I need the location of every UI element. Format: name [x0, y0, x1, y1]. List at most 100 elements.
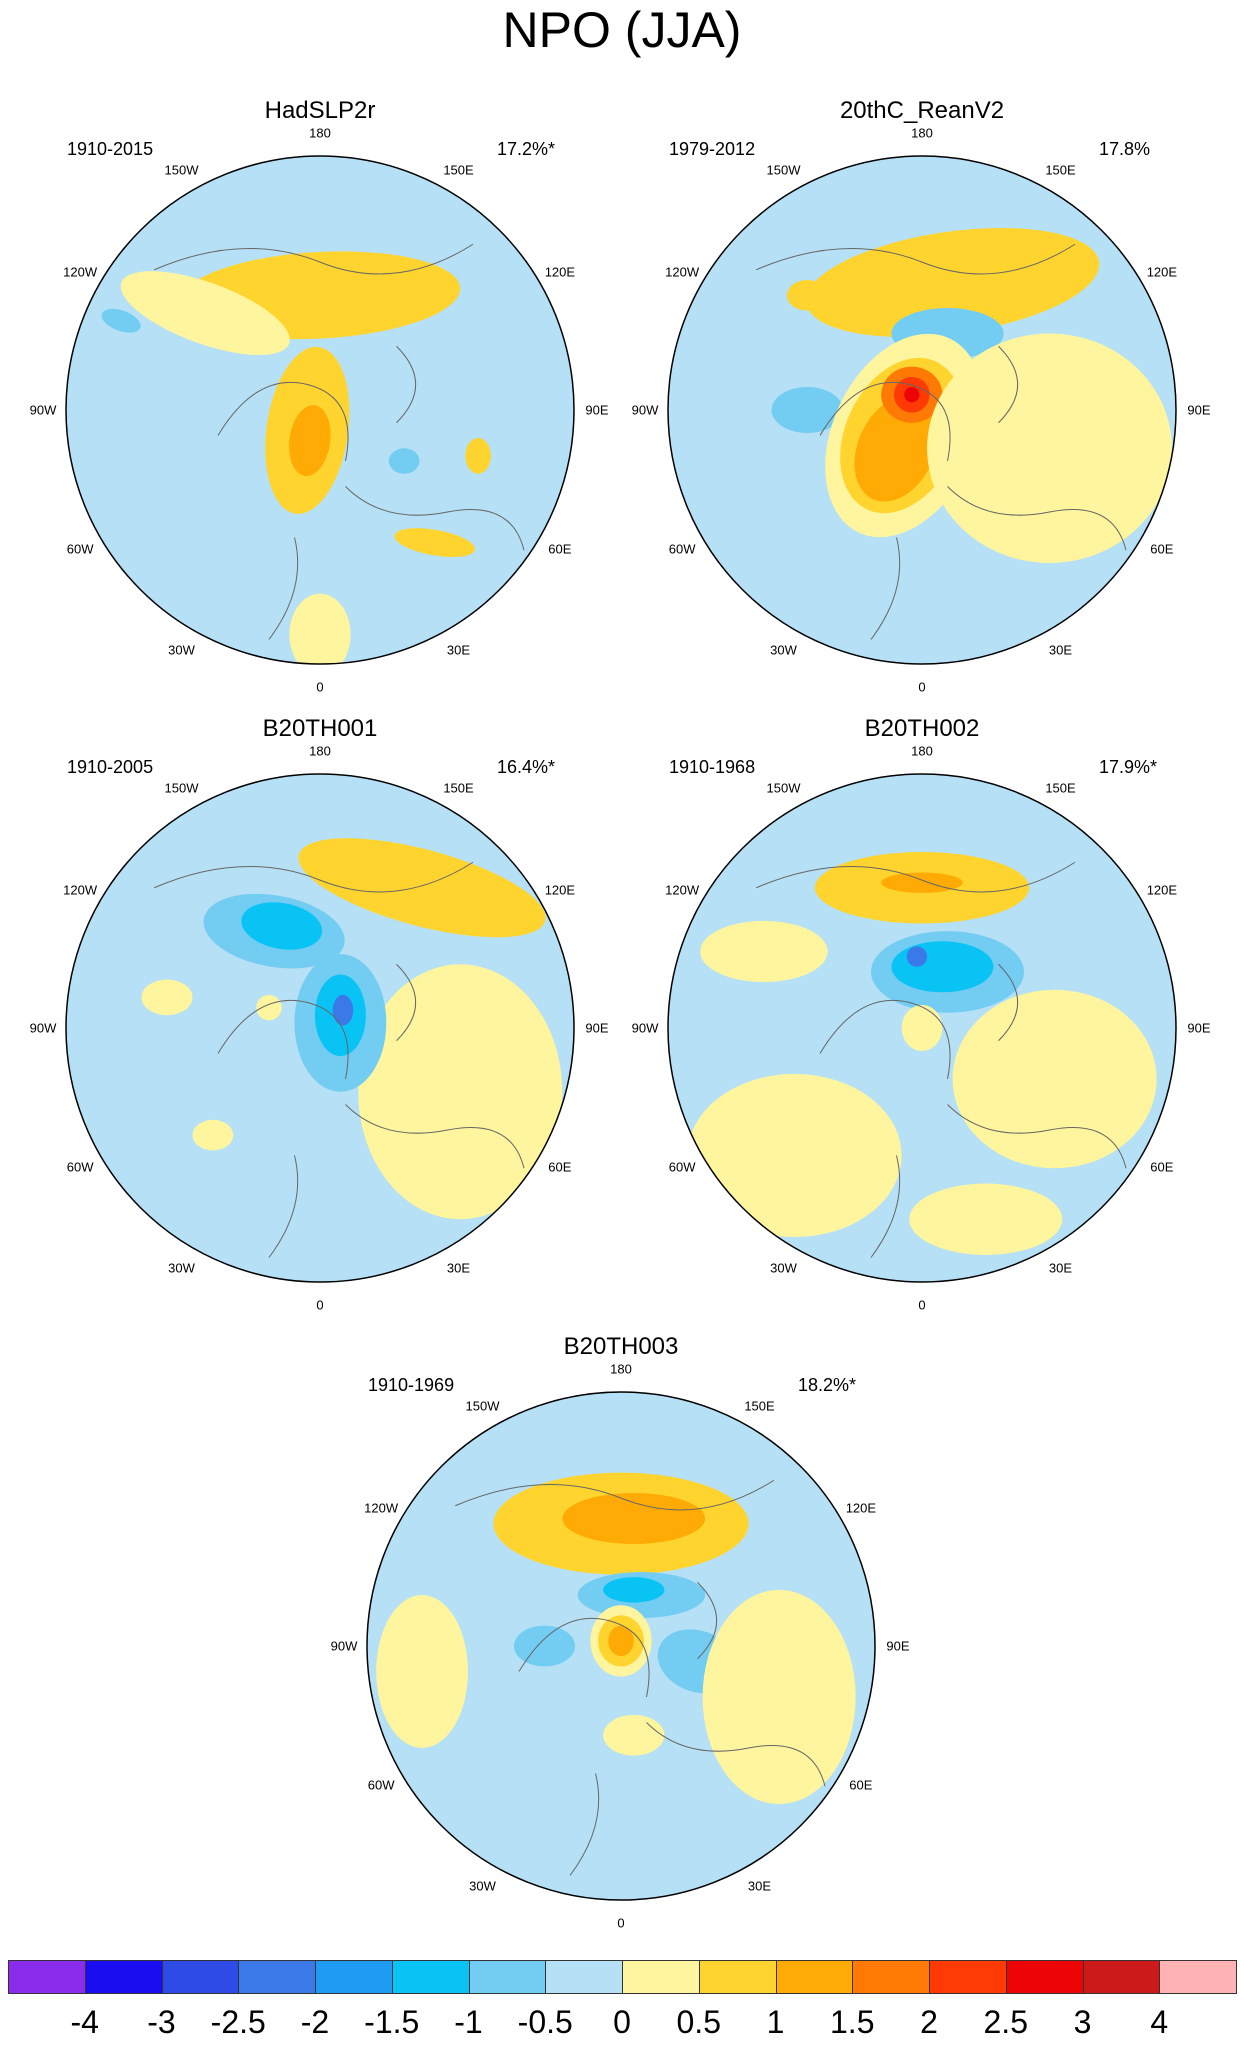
longitude-label: 30E — [747, 1878, 772, 1894]
colorbar-cell — [622, 1960, 700, 1994]
anomaly-contour — [805, 227, 1100, 338]
coastline — [268, 537, 299, 640]
colorbar-cell — [84, 1960, 163, 1994]
anomaly-contour — [241, 902, 323, 950]
longitude-label: 120W — [63, 264, 98, 279]
panel-title: 20thC_ReanV2 — [839, 97, 1005, 124]
coastline — [268, 1155, 299, 1258]
anomaly-contour — [513, 1625, 576, 1667]
longitude-label: 30W — [168, 642, 195, 658]
longitude-label: 60E — [1150, 541, 1174, 556]
anomaly-contour — [388, 448, 420, 474]
longitude-label: 150W — [164, 162, 199, 178]
anomaly-contour — [906, 946, 928, 967]
colorbar-cell — [8, 1960, 86, 1994]
coastline — [518, 1617, 650, 1698]
coastline — [396, 345, 417, 424]
anomaly-contour — [881, 872, 963, 893]
colorbar-cell — [161, 1960, 240, 1994]
anomaly-contour — [141, 979, 193, 1016]
anomaly-contour — [288, 405, 331, 477]
longitude-label: 120W — [63, 882, 98, 897]
colorbar-tick-label: -1 — [454, 2004, 483, 2040]
panel-period: 1910-1968 — [669, 757, 756, 777]
longitude-label: 90E — [1187, 1020, 1211, 1036]
anomaly-contour — [256, 994, 282, 1021]
coastline — [947, 486, 1127, 551]
longitude-label: 180 — [610, 1361, 632, 1377]
coastline — [345, 1104, 525, 1169]
anomaly-contour — [608, 1625, 634, 1657]
coastline — [569, 1773, 600, 1876]
longitude-label: 120E — [1146, 882, 1178, 897]
colorbar-tick-label: -4 — [70, 2004, 99, 2040]
colorbar-tick-label: 1 — [766, 2004, 785, 2040]
longitude-label: 150E — [443, 162, 474, 178]
coastline — [154, 861, 474, 893]
panel-variance: 17.8% — [1099, 139, 1151, 159]
panel-variance: 17.2%* — [497, 139, 556, 159]
colorbar-tick-label: 4 — [1150, 2004, 1169, 2040]
longitude-label: 0 — [918, 1297, 926, 1313]
anomaly-contour — [702, 1589, 856, 1805]
coastline — [345, 486, 525, 551]
longitude-label: 30W — [770, 642, 797, 658]
longitude-label: 180 — [309, 743, 331, 759]
colorbar-tick-label: -2.5 — [210, 2004, 266, 2040]
anomaly-contour — [603, 1577, 665, 1603]
anomaly-contour — [298, 838, 546, 938]
figure-title: NPO (JJA) — [502, 2, 742, 58]
colorbar-cell — [545, 1960, 623, 1994]
panel-variance: 18.2%* — [798, 1375, 857, 1395]
coastline — [998, 963, 1019, 1042]
longitude-label: 90E — [585, 402, 609, 418]
polar-map — [366, 1391, 876, 1901]
coastline — [697, 1581, 718, 1660]
anomaly-contour — [952, 989, 1157, 1169]
colorbar-cell — [468, 1960, 547, 1994]
longitude-label: 0 — [918, 679, 926, 695]
longitude-label: 120E — [544, 264, 576, 279]
coastline — [646, 1722, 826, 1787]
panel-period: 1910-2005 — [67, 757, 154, 777]
panel-title: B20TH001 — [262, 715, 378, 742]
longitude-label: 60E — [849, 1777, 873, 1792]
longitude-label: 30W — [770, 1260, 797, 1276]
polar-map — [667, 773, 1177, 1283]
anomaly-contour — [927, 333, 1172, 563]
longitude-label: 150W — [164, 780, 199, 796]
anomaly-contour — [901, 1005, 943, 1051]
colorbar-cell — [852, 1960, 930, 1994]
map-border — [65, 773, 575, 1283]
longitude-label: 150W — [766, 780, 801, 796]
colorbar-tick-label: 0.5 — [676, 2004, 721, 2040]
longitude-label: 30W — [168, 1260, 195, 1276]
anomaly-contour — [101, 308, 141, 333]
panel-variance: 16.4%* — [497, 757, 556, 777]
anomaly-contour — [358, 964, 563, 1220]
panel-title: B20TH003 — [563, 1333, 679, 1360]
longitude-label: 150E — [1045, 162, 1076, 178]
coastline — [756, 243, 1076, 275]
longitude-label: 30W — [469, 1878, 496, 1894]
longitude-label: 30E — [1048, 642, 1073, 658]
colorbar-cell — [391, 1960, 470, 1994]
longitude-label: 150E — [443, 780, 474, 796]
coastline — [947, 1104, 1127, 1169]
anomaly-contour — [120, 271, 290, 356]
coastline — [870, 537, 901, 640]
panel-title: HadSLP2r — [264, 97, 376, 124]
anomaly-contour — [687, 1073, 902, 1238]
polar-map — [65, 155, 575, 665]
anomaly-contour — [332, 994, 354, 1026]
longitude-label: 30E — [446, 1260, 471, 1276]
longitude-label: 150W — [465, 1398, 500, 1414]
longitude-label: 120W — [665, 264, 700, 279]
colorbar-cell — [929, 1960, 1007, 1994]
longitude-label: 60W — [668, 1159, 696, 1174]
anomaly-contour — [891, 941, 994, 993]
longitude-label: 180 — [911, 743, 933, 759]
longitude-label: 60E — [1150, 1159, 1174, 1174]
polar-map — [65, 773, 575, 1283]
longitude-label: 90W — [631, 1020, 659, 1036]
